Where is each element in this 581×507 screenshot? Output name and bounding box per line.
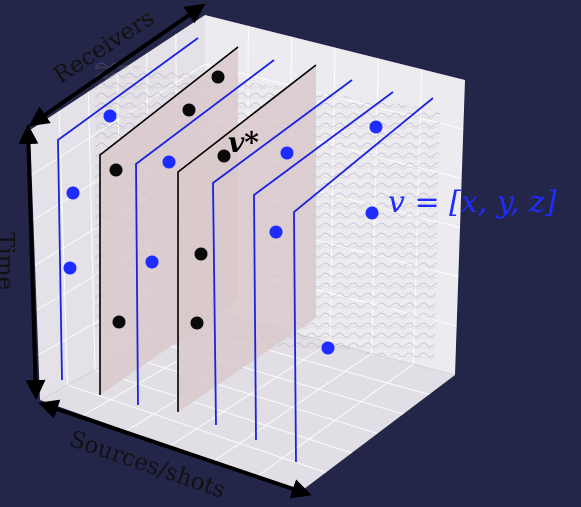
black-dot [217,149,231,163]
blue-dot [145,255,159,269]
blue-dot [280,146,294,160]
blue-dot [63,261,77,275]
time-label: Time [0,232,18,290]
blue-dot [66,186,80,200]
receivers-axis-arrow [28,3,206,127]
black-dot [109,163,123,177]
blue-dot [162,155,176,169]
time-axis-arrow [18,124,46,400]
blue-dot [369,120,383,134]
blue-trace-5 [293,97,434,463]
blue-dot [321,341,335,355]
blue-dot [103,109,117,123]
blue-dot [269,225,283,239]
blue-dot [365,206,379,220]
black-dot [190,316,204,330]
v-definition-label: v = [x, y, z] [388,185,557,220]
axis-arrows [18,3,312,499]
blue-trace-planes [57,37,434,463]
black-dot [112,315,126,329]
black-dot [211,70,225,84]
black-dots [109,70,231,330]
v-star-label: v* [228,126,259,159]
sources-axis-arrow [38,399,312,499]
blue-trace-3 [212,79,353,426]
black-dot [194,247,208,261]
blue-trace-2 [135,59,275,406]
black-dot [182,103,196,117]
blue-trace-4 [253,91,394,441]
